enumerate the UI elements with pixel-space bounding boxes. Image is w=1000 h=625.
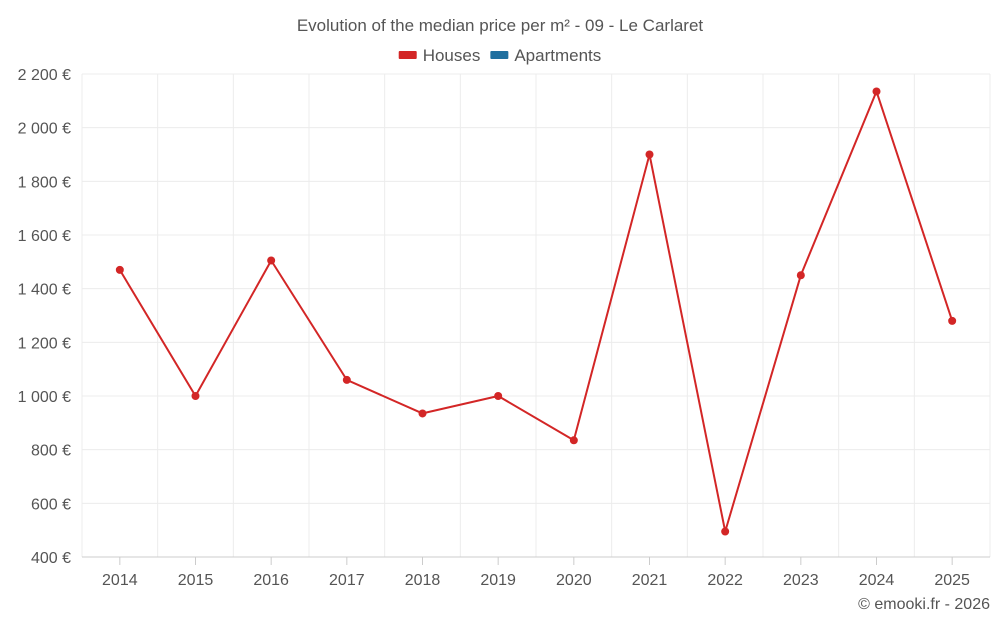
data-point-houses[interactable] xyxy=(494,392,503,400)
data-point-houses[interactable] xyxy=(796,271,805,280)
y-tick-label: 1 400 € xyxy=(18,282,71,299)
credit-label: © emooki.fr - 2026 xyxy=(858,596,990,613)
data-point-houses[interactable] xyxy=(721,527,730,536)
series-layer xyxy=(115,87,957,536)
data-point-houses[interactable] xyxy=(115,265,124,274)
y-tick-label: 1 800 € xyxy=(18,174,71,191)
x-tick-label: 2014 xyxy=(102,572,138,589)
y-tick-label: 1 600 € xyxy=(18,228,71,245)
y-tick-label: 400 € xyxy=(31,550,71,567)
x-tick-label: 2024 xyxy=(859,572,895,589)
data-point-houses[interactable] xyxy=(342,375,351,384)
grid xyxy=(81,73,991,558)
legend-label: Houses xyxy=(423,46,481,65)
y-tick-label: 2 200 € xyxy=(18,67,71,84)
x-tick-label: 2015 xyxy=(178,572,214,589)
legend-swatch xyxy=(398,51,417,59)
legend: Houses Apartments xyxy=(398,46,601,65)
legend-label: Apartments xyxy=(514,46,601,65)
data-point-houses[interactable] xyxy=(872,87,881,96)
data-point-houses[interactable] xyxy=(418,409,427,418)
x-tick-label: 2023 xyxy=(783,572,819,589)
data-point-houses[interactable] xyxy=(569,436,578,445)
y-tick-label: 800 € xyxy=(31,443,71,460)
data-point-houses[interactable] xyxy=(267,256,276,265)
x-tick-label: 2025 xyxy=(934,572,970,589)
y-axis: 400 € 600 € 800 € 1 000 € 1 200 € 1 400 € 1 60… xyxy=(18,67,71,567)
y-tick-label: 600 € xyxy=(31,496,71,513)
legend-swatch xyxy=(490,51,509,59)
y-tick-label: 2 000 € xyxy=(18,121,71,138)
series-line-houses xyxy=(118,90,954,533)
x-tick-label: 2020 xyxy=(556,572,592,589)
data-point-houses[interactable] xyxy=(645,150,654,159)
x-tick-label: 2016 xyxy=(253,572,289,589)
x-tick-label: 2017 xyxy=(329,572,365,589)
x-tick-label: 2019 xyxy=(480,572,516,589)
chart-title: Evolution of the median price per m² - 0… xyxy=(297,16,704,35)
data-point-houses[interactable] xyxy=(191,392,200,400)
x-tick-label: 2021 xyxy=(632,572,668,589)
x-tick-label: 2018 xyxy=(405,572,441,589)
legend-item-apartments[interactable]: Apartments xyxy=(490,46,601,65)
y-tick-label: 1 200 € xyxy=(18,335,71,352)
legend-item-houses[interactable]: Houses xyxy=(398,46,481,65)
x-axis: 2014 2015 2016 2017 2018 2019 2020 2021 2022 2023… xyxy=(82,556,990,589)
y-tick-label: 1 000 € xyxy=(18,389,71,406)
x-tick-label: 2022 xyxy=(707,572,743,589)
data-point-houses[interactable] xyxy=(948,316,957,325)
